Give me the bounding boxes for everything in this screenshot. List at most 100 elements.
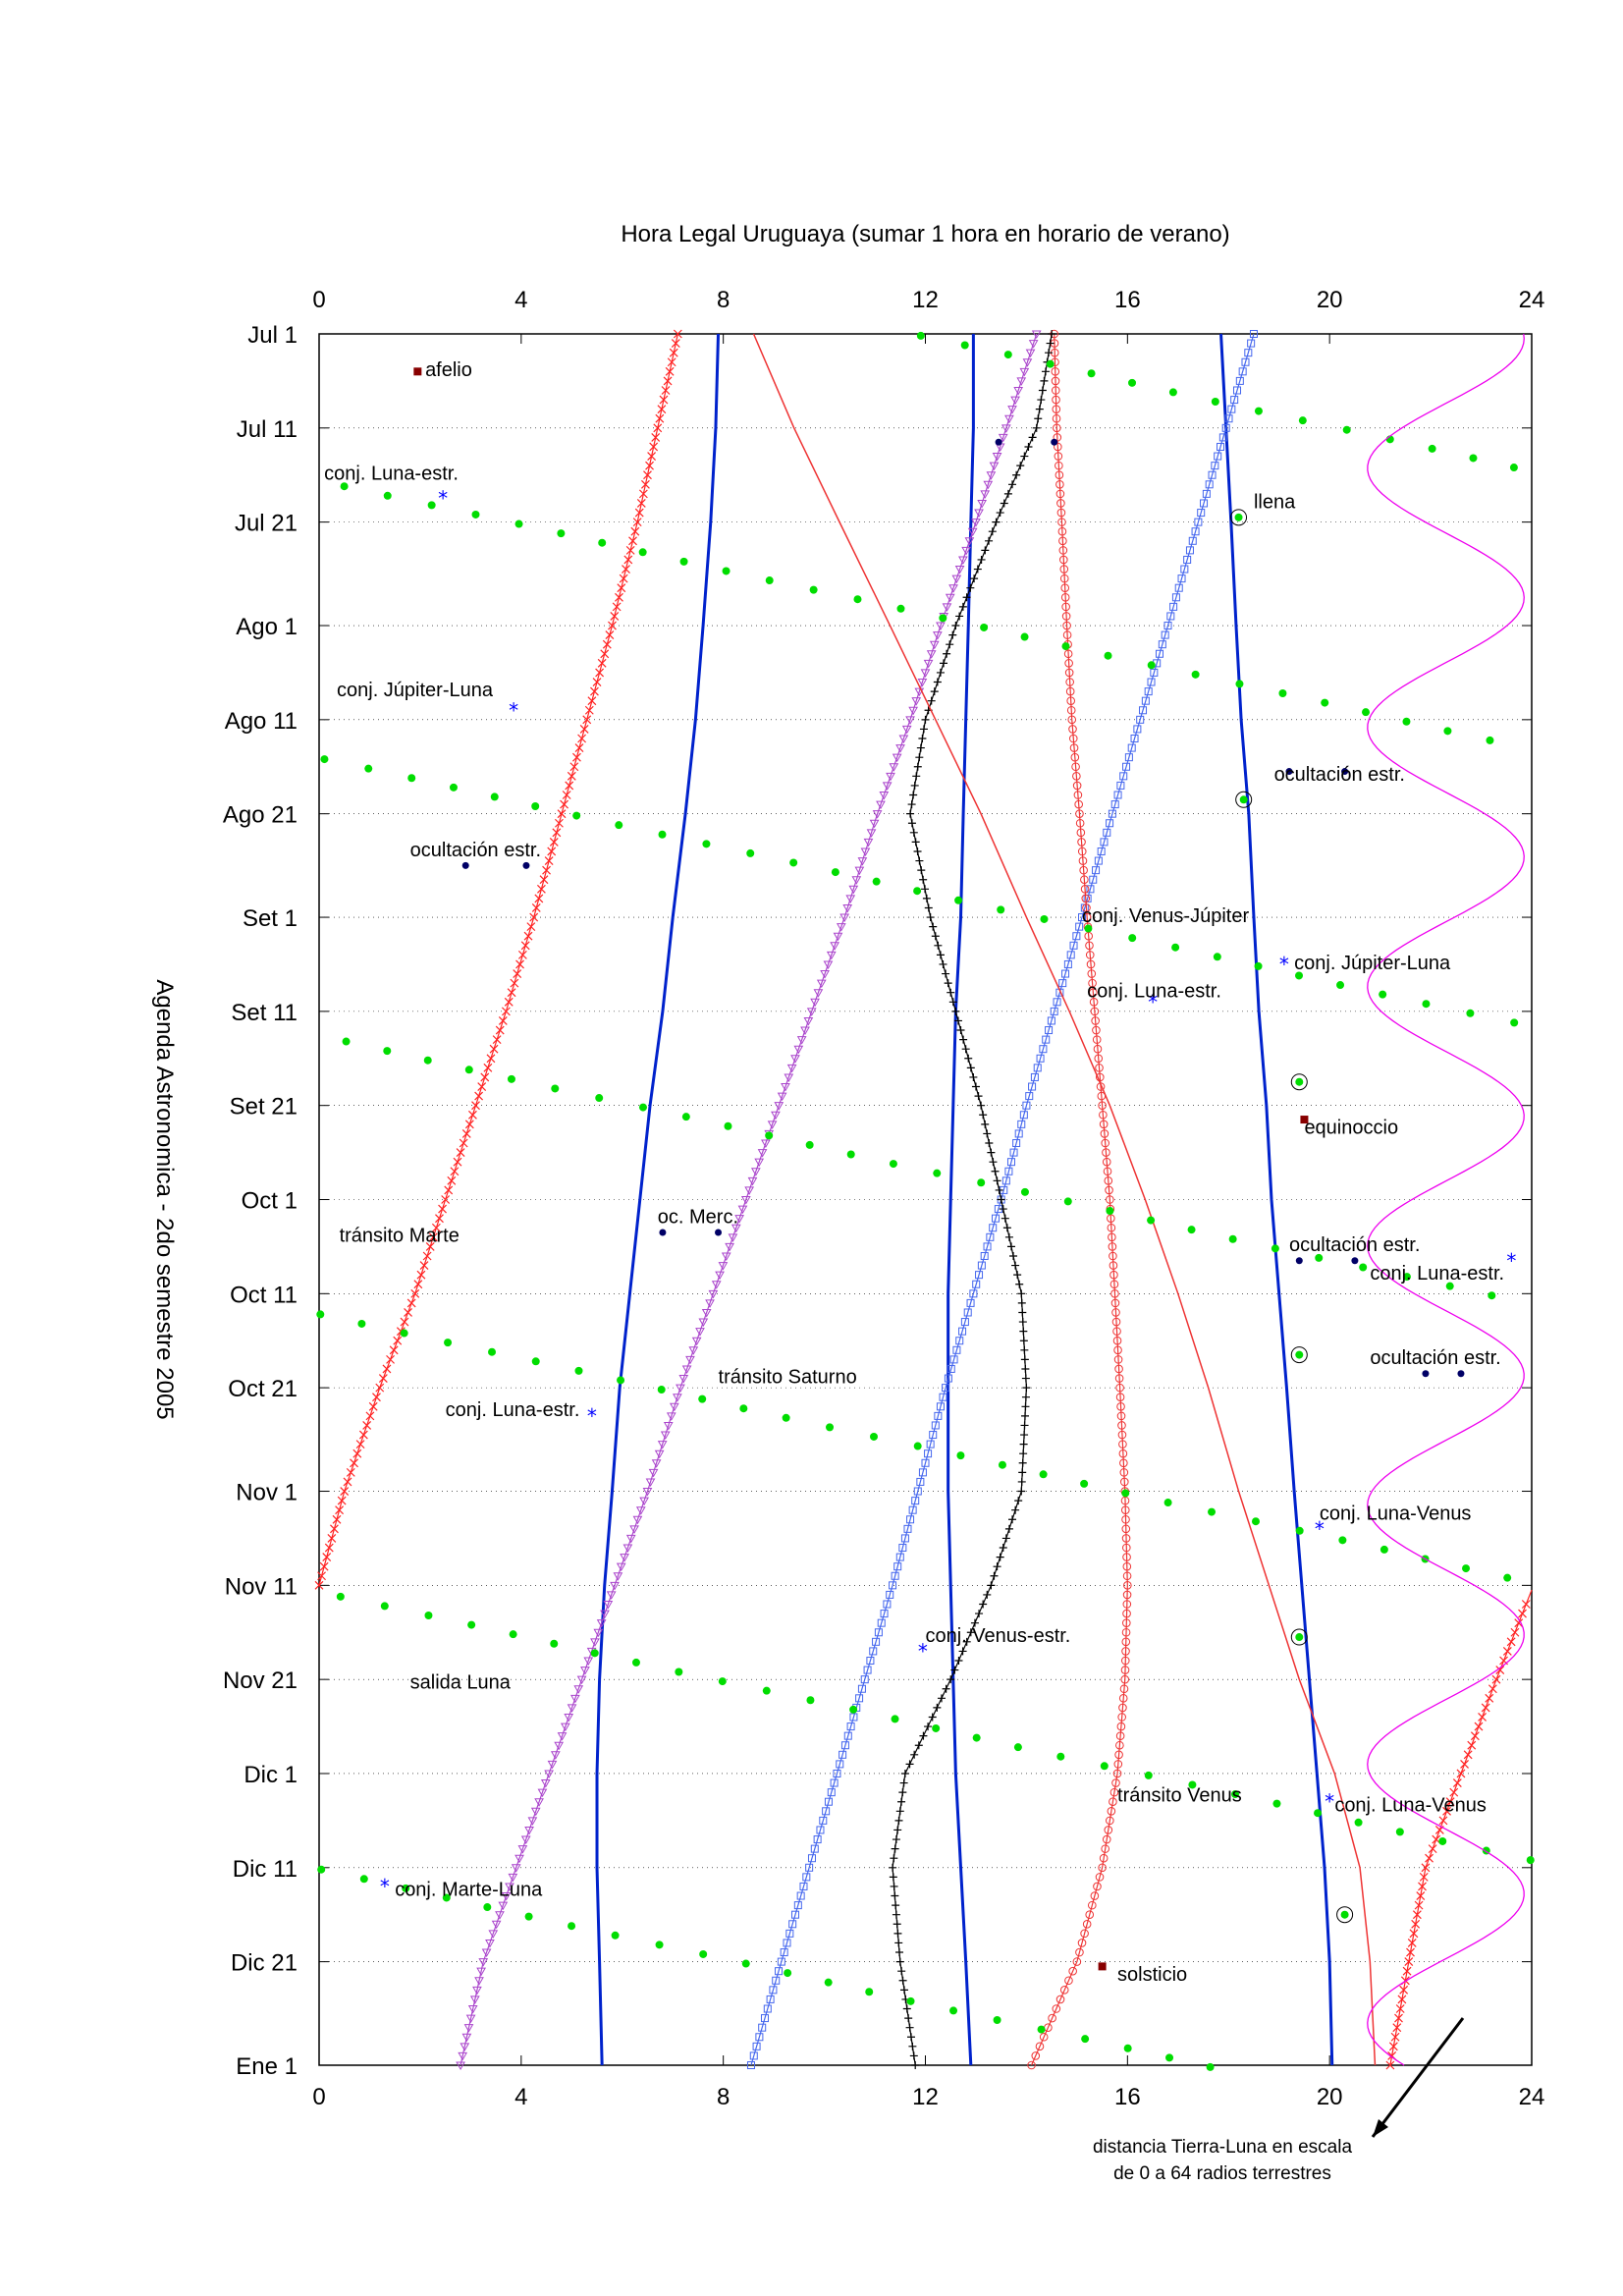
series-point (890, 1854, 898, 1863)
moon-dot (568, 1922, 576, 1931)
moon-dot (913, 1442, 922, 1450)
moon-dot (997, 905, 1005, 914)
series-point (1089, 988, 1098, 998)
series-point (999, 1205, 1007, 1214)
series-point (1110, 1298, 1120, 1308)
series-point (898, 1976, 907, 1985)
series-point (1019, 1111, 1028, 1120)
moon-dot (1228, 1234, 1237, 1243)
series-point (1009, 1251, 1018, 1260)
series-point (530, 1807, 541, 1817)
moon-dot (1013, 1743, 1022, 1752)
series-point (1117, 1430, 1127, 1440)
series-point (389, 1345, 399, 1355)
series-point (648, 1468, 659, 1478)
series-point (1241, 357, 1250, 366)
series-point (833, 1769, 841, 1777)
series-point (1068, 1966, 1077, 1976)
series-point (944, 979, 952, 988)
series-point (866, 829, 877, 838)
series-point (977, 499, 987, 509)
series-point (495, 1025, 505, 1035)
moon-dot (611, 1931, 620, 1940)
series-point (1488, 1684, 1497, 1694)
series-point (1390, 2032, 1400, 2042)
series-point (799, 1882, 808, 1890)
series-point (761, 1139, 771, 1149)
series-point (1406, 1947, 1415, 1957)
full-moon-marker (1290, 1073, 1308, 1091)
series-point (1104, 1176, 1113, 1185)
series-point (1115, 1740, 1124, 1750)
series-point (1150, 668, 1159, 677)
series-point (807, 1854, 816, 1863)
series-point (822, 1807, 831, 1816)
annotation-label: salida Luna (410, 1672, 512, 1694)
series-point (498, 1901, 509, 1911)
annotation-label: llena (1254, 491, 1296, 513)
series-point (382, 1364, 392, 1374)
conjunction-star: * (1315, 1517, 1325, 1541)
series-point (386, 1354, 395, 1364)
series-point (1113, 791, 1122, 799)
series-point (857, 1684, 866, 1693)
series-point (790, 1055, 800, 1064)
series-point (967, 527, 978, 537)
series-point (872, 1637, 881, 1646)
series-point (574, 743, 584, 753)
moon-dot (617, 1376, 625, 1385)
series-point (1082, 903, 1091, 912)
series-point (895, 1807, 904, 1816)
series-point (464, 1120, 474, 1129)
series-point (1118, 1694, 1128, 1703)
series-point (431, 1223, 441, 1232)
series-point (517, 950, 527, 959)
series-point (1171, 593, 1180, 602)
series-point (474, 1977, 484, 1986)
series-point (1017, 1487, 1026, 1496)
series-point (1463, 1750, 1473, 1760)
distance-line (1367, 333, 1525, 2066)
full-moon-dot (1295, 1350, 1304, 1359)
moon-dot (977, 1178, 986, 1187)
moon-dot (402, 1884, 410, 1892)
series-point (816, 1826, 825, 1834)
series-point (1056, 508, 1066, 518)
series-point (1014, 1497, 1023, 1505)
series-point (1017, 1477, 1026, 1486)
series-line (318, 333, 678, 1586)
series-point (1481, 1703, 1490, 1713)
series-point (602, 639, 612, 649)
full-moon-marker (1290, 1346, 1308, 1364)
series-point (901, 725, 912, 735)
series-point (757, 1149, 768, 1158)
series-point (913, 762, 922, 771)
series-point (520, 941, 530, 951)
series-line (1389, 1589, 1533, 2066)
annotation-label: oc. Merc. (658, 1206, 738, 1228)
series-point (1485, 1693, 1494, 1703)
series-point (1072, 781, 1082, 791)
series-point (958, 1327, 967, 1336)
moon-dot (741, 1959, 750, 1968)
series-point (638, 489, 648, 499)
moon-dot (702, 840, 711, 848)
series-point (1086, 885, 1095, 894)
y-tick-label: Set 21 (230, 1094, 298, 1121)
series-point (1002, 1224, 1011, 1232)
moon-dot (1271, 1244, 1279, 1253)
series-point (921, 715, 930, 724)
series-point (1006, 1158, 1015, 1167)
series-point (849, 1713, 858, 1722)
series-point (942, 1384, 950, 1393)
series-point (1121, 1514, 1130, 1524)
series-point (580, 1667, 590, 1675)
series-point (340, 1487, 350, 1496)
annotation-label: conj. Venus-estr. (926, 1625, 1071, 1647)
series-point (894, 1948, 903, 1957)
series-point (1068, 734, 1078, 743)
series-point (851, 876, 862, 885)
series-point (1136, 715, 1145, 724)
moon-dot (762, 1686, 771, 1695)
moon-dot (1039, 1470, 1048, 1479)
